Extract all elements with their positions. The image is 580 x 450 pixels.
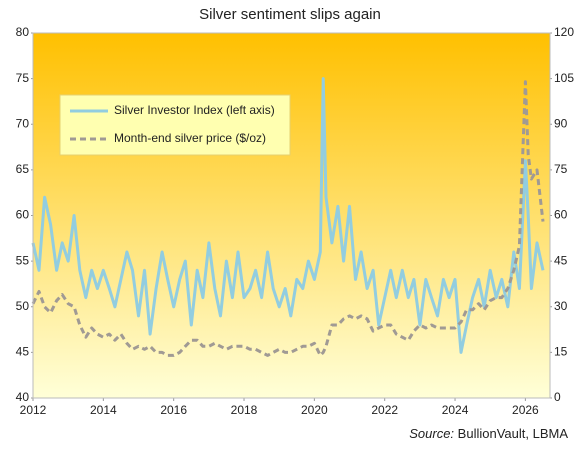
y-tick-label: 45 xyxy=(16,345,30,359)
x-tick-label: 2018 xyxy=(231,403,258,417)
y2-tick-label: 0 xyxy=(554,390,561,404)
legend-label: Silver Investor Index (left axis) xyxy=(114,103,275,117)
source: Source: BullionVault, LBMA xyxy=(409,426,568,441)
chart-title: Silver sentiment slips again xyxy=(199,6,381,23)
x-tick-label: 2020 xyxy=(301,403,328,417)
legend-label: Month-end silver price ($/oz) xyxy=(114,131,266,145)
series-line xyxy=(31,77,545,354)
y-tick-label: 60 xyxy=(16,208,30,222)
y2-tick-label: 15 xyxy=(554,345,568,359)
legend xyxy=(59,94,291,156)
y-tick-label: 55 xyxy=(16,253,30,267)
y-tick-label: 50 xyxy=(16,299,30,313)
y2-tick-label: 90 xyxy=(554,116,568,130)
x-tick-label: 2012 xyxy=(20,403,47,417)
y2-tick-label: 120 xyxy=(554,25,574,39)
x-tick-label: 2022 xyxy=(371,403,398,417)
y-tick-label: 65 xyxy=(16,162,30,176)
y2-tick-label: 45 xyxy=(554,253,568,267)
y-tick-label: 80 xyxy=(16,25,30,39)
x-tick-label: 2024 xyxy=(442,403,469,417)
y-tick-label: 40 xyxy=(16,390,30,404)
series-line xyxy=(31,80,545,357)
y2-tick-label: 30 xyxy=(554,299,568,313)
source-text: BullionVault, LBMA xyxy=(458,426,569,441)
y2-tick-label: 105 xyxy=(554,71,574,85)
x-tick-label: 2026 xyxy=(512,403,539,417)
source-label: Source: xyxy=(409,426,454,441)
y-tick-label: 70 xyxy=(16,116,30,130)
y-tick-label: 75 xyxy=(16,71,30,85)
y2-tick-label: 75 xyxy=(554,162,568,176)
plot-frame xyxy=(32,32,551,399)
x-tick-label: 2014 xyxy=(90,403,117,417)
plot-area xyxy=(33,33,550,398)
x-tick-label: 2016 xyxy=(160,403,187,417)
y2-tick-label: 60 xyxy=(554,208,568,222)
